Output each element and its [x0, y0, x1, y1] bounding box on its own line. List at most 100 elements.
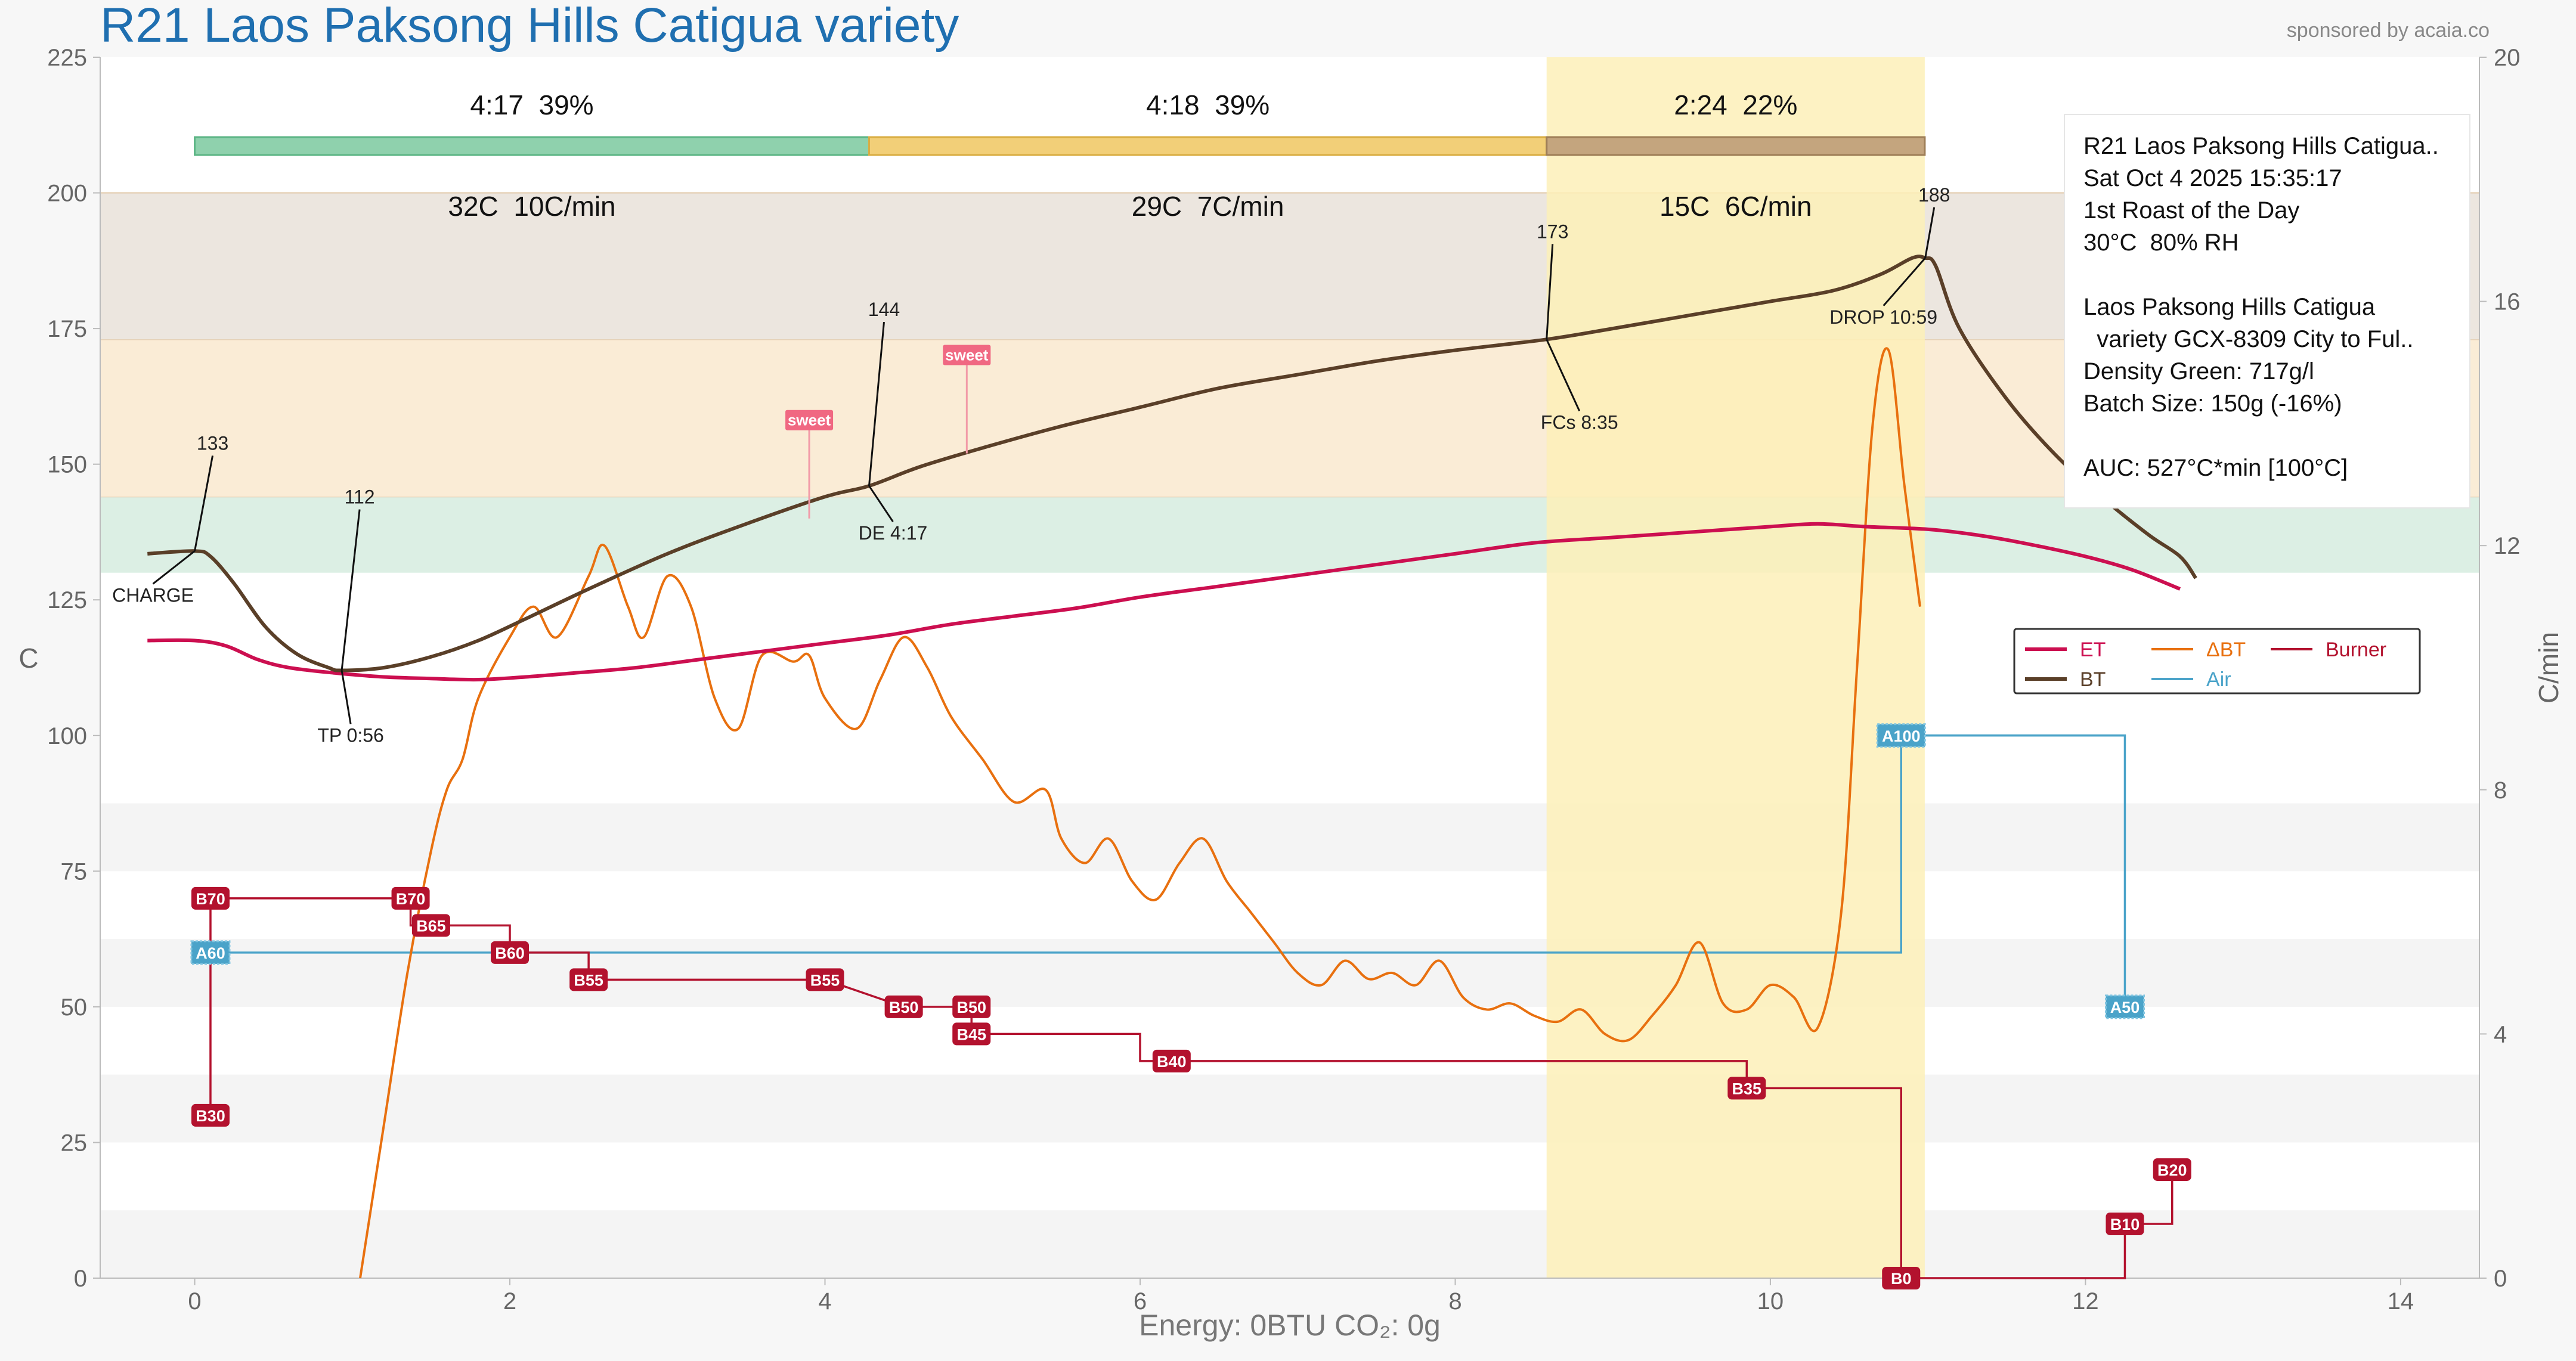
- annotation-value: 112: [345, 486, 375, 508]
- phase-rise: 32C: [448, 191, 498, 222]
- x-tick-label: 4: [818, 1288, 831, 1315]
- energy-footer: Energy: 0BTU CO₂: 0g: [1139, 1309, 1441, 1342]
- phase-ror: 6C/min: [1725, 191, 1812, 222]
- burner-marker-label: B35: [1732, 1080, 1762, 1098]
- burner-marker: [952, 1022, 991, 1046]
- burner-marker-label: B55: [574, 971, 603, 989]
- phase-timing-label: 2:24 22%: [1674, 89, 1797, 120]
- phase-duration: 2:24: [1674, 89, 1727, 120]
- legend-label: ΔBT: [2206, 638, 2246, 661]
- phase-timing-label: 4:17 39%: [470, 89, 593, 120]
- burner-marker: [191, 1103, 230, 1127]
- burner-marker: [2153, 1158, 2191, 1181]
- annotation-leader: [340, 509, 361, 671]
- burner-marker-label: B70: [396, 890, 426, 908]
- phase-ror: 7C/min: [1197, 191, 1284, 222]
- sponsor-text: sponsored by acaia.co: [2287, 19, 2490, 42]
- y2-tick-label: 16: [2494, 289, 2521, 315]
- roast-info-line: R21 Laos Paksong Hills Catigua..: [2083, 133, 2439, 159]
- legend-label: Air: [2206, 668, 2231, 691]
- burner-marker-label: B30: [196, 1107, 225, 1125]
- x-tick-label: 6: [1134, 1288, 1147, 1315]
- air-marker-label: A100: [1882, 727, 1921, 745]
- phase-percent: 39%: [539, 89, 594, 120]
- annotation-leader: [1924, 207, 1936, 259]
- annotation-leader: [194, 455, 214, 551]
- x-tick-label: 10: [1757, 1288, 1784, 1315]
- development-window: [1546, 57, 1925, 1278]
- y2-tick-label: 0: [2494, 1266, 2507, 1292]
- phase-rise-label: 15C 6C/min: [1659, 191, 1812, 222]
- phase-percent: 39%: [1215, 89, 1270, 120]
- annotation-leader: [1546, 244, 1554, 340]
- page-title: R21 Laos Paksong Hills Catigua variety: [100, 0, 959, 52]
- et-series-line: [147, 522, 2181, 682]
- y-tick-label: 125: [47, 587, 87, 613]
- burner-marker: [884, 995, 923, 1018]
- y-tick-label: 25: [61, 1130, 88, 1156]
- legend-label: Burner: [2326, 638, 2386, 661]
- y2-tick-label: 20: [2494, 45, 2521, 71]
- sweet-flag: [943, 345, 991, 365]
- y-tick-label: 200: [47, 181, 87, 207]
- x-tick-label: 2: [503, 1288, 516, 1315]
- annotation-leader: [340, 670, 352, 724]
- roast-info-line: variety GCX-8309 City to Ful..: [2083, 326, 2414, 352]
- burner-marker: [411, 914, 450, 937]
- x-tick-label: 14: [2388, 1288, 2414, 1315]
- air-marker-label: A50: [2110, 999, 2140, 1016]
- bt-series-line: [147, 255, 2197, 672]
- burner-marker-label: B20: [2157, 1161, 2187, 1179]
- phase-duration: 4:17: [470, 89, 524, 120]
- burner-marker: [569, 968, 608, 991]
- y-tick-label: 50: [61, 994, 88, 1021]
- burner-marker-label: B45: [956, 1025, 986, 1043]
- burner-marker: [952, 995, 991, 1018]
- phase-bar-segment: [1546, 136, 1926, 156]
- roast-info-box: [2064, 114, 2470, 509]
- legend-label: ET: [2080, 638, 2106, 661]
- burner-marker: [191, 886, 230, 910]
- phase-ror: 10C/min: [513, 191, 615, 222]
- y-tick-label: 225: [47, 45, 87, 71]
- annotation-value: 144: [868, 299, 900, 320]
- grid-stripe: [100, 803, 2479, 872]
- phase-rise: 29C: [1132, 191, 1182, 222]
- annotation-leader: [152, 550, 196, 585]
- burner-marker: [1727, 1077, 1766, 1100]
- phase-rise-label: 29C 7C/min: [1132, 191, 1284, 222]
- roast-info-line: Sat Oct 4 2025 15:35:17: [2083, 165, 2342, 191]
- y-axis-label: C: [18, 643, 38, 674]
- burner-marker: [806, 968, 844, 991]
- y2-tick-label: 4: [2494, 1021, 2507, 1047]
- x-tick-label: 12: [2072, 1288, 2099, 1315]
- annotation-leader: [868, 485, 894, 522]
- phase-percent: 22%: [1742, 89, 1797, 120]
- burner-marker-label: B0: [1891, 1270, 1912, 1288]
- annotation-event: DROP 10:59: [1829, 306, 1937, 328]
- burner-marker-label: B65: [416, 917, 446, 935]
- burner-marker-label: B55: [810, 971, 840, 989]
- burner-marker: [491, 941, 530, 964]
- roast-info-line: AUC: 527°C*min [100°C]: [2083, 455, 2348, 481]
- x-tick-label: 8: [1448, 1288, 1462, 1315]
- grid-stripe: [100, 1074, 2479, 1143]
- burner-marker: [1152, 1049, 1191, 1072]
- annotation-leader: [868, 321, 885, 486]
- legend-label: BT: [2080, 668, 2106, 691]
- legend-box: [2013, 628, 2421, 695]
- burner-marker: [1882, 1267, 1921, 1289]
- burner-series-line: [209, 897, 2174, 1279]
- temperature-band: [100, 497, 2479, 573]
- burner-marker-label: B10: [2110, 1216, 2140, 1233]
- sweet-flag: [785, 410, 834, 430]
- phase-bar-segment: [194, 136, 870, 156]
- roast-info-line: Density Green: 717g/l: [2083, 358, 2314, 385]
- annotation-leader: [1546, 339, 1581, 411]
- burner-marker-label: B70: [196, 890, 225, 908]
- sweet-flag-label: sweet: [788, 411, 831, 429]
- roast-info-line: Laos Paksong Hills Catigua: [2083, 294, 2376, 320]
- annotation-leader: [1883, 257, 1926, 306]
